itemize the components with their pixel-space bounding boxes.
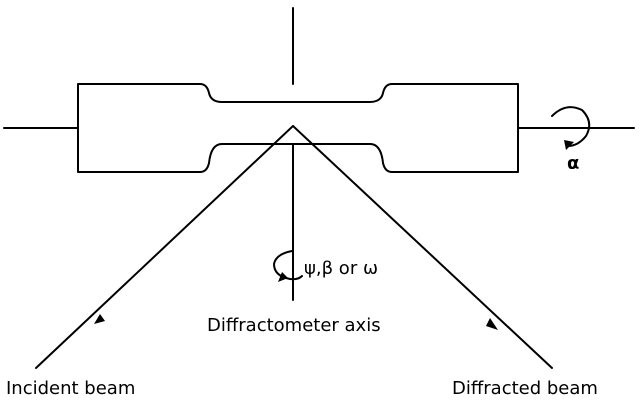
incident-beam-line [35,125,294,369]
diffracted-beam-label: Diffracted beam [452,378,598,399]
alpha-label: α [567,153,579,174]
psi-beta-omega-rotation-arrow [273,250,303,281]
alpha-rotation-arrowhead [564,140,574,150]
incident-beam-arrow [94,314,105,324]
alpha-rotation-arrow [551,106,591,147]
diffracted-beam-line [292,125,553,369]
diffracted-beam-arrow [486,318,498,330]
rotation-axes-label: ψ,β or ω [304,258,378,279]
incident-beam-label: Incident beam [6,378,135,399]
diffractometer-axis-label: Diffractometer axis [207,315,381,336]
psi-beta-omega-rotation-arrowhead [278,272,288,282]
specimen-outline [77,83,519,173]
